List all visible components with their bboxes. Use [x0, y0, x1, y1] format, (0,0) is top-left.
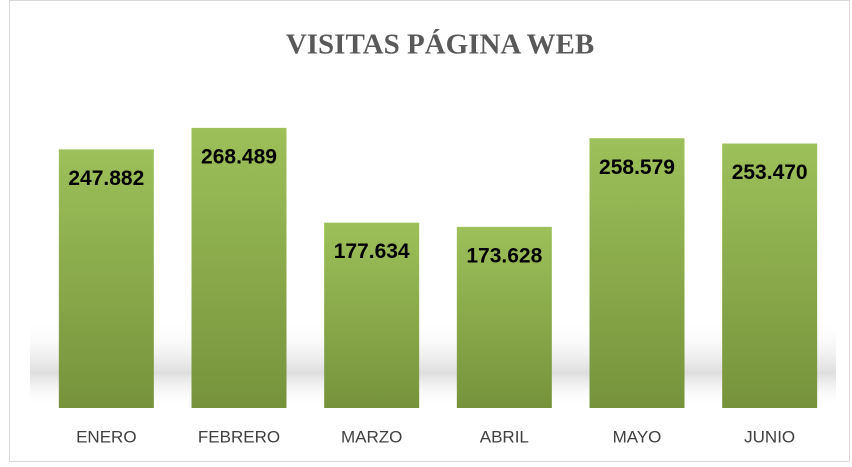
x-tick-label: ABRIL — [480, 427, 529, 446]
bar — [58, 149, 154, 408]
x-tick-label: JUNIO — [744, 427, 795, 446]
bar — [324, 222, 420, 408]
value-label: 173.628 — [466, 244, 542, 267]
value-label: 253.470 — [732, 161, 808, 184]
x-tick-label: ENERO — [76, 427, 136, 446]
value-label: 268.489 — [201, 145, 277, 168]
value-label: 258.579 — [599, 156, 675, 179]
bar — [191, 127, 287, 409]
x-tick-label: FEBRERO — [198, 427, 280, 446]
chart-title: VISITAS PÁGINA WEB — [286, 28, 594, 61]
value-label: 247.882 — [68, 167, 144, 190]
value-label: 177.634 — [334, 240, 410, 263]
x-tick-label: MARZO — [341, 427, 402, 446]
bar — [456, 226, 552, 408]
bar — [589, 138, 685, 408]
bar — [722, 143, 818, 408]
floor-shadow — [30, 320, 836, 408]
x-tick-label: MAYO — [613, 427, 662, 446]
